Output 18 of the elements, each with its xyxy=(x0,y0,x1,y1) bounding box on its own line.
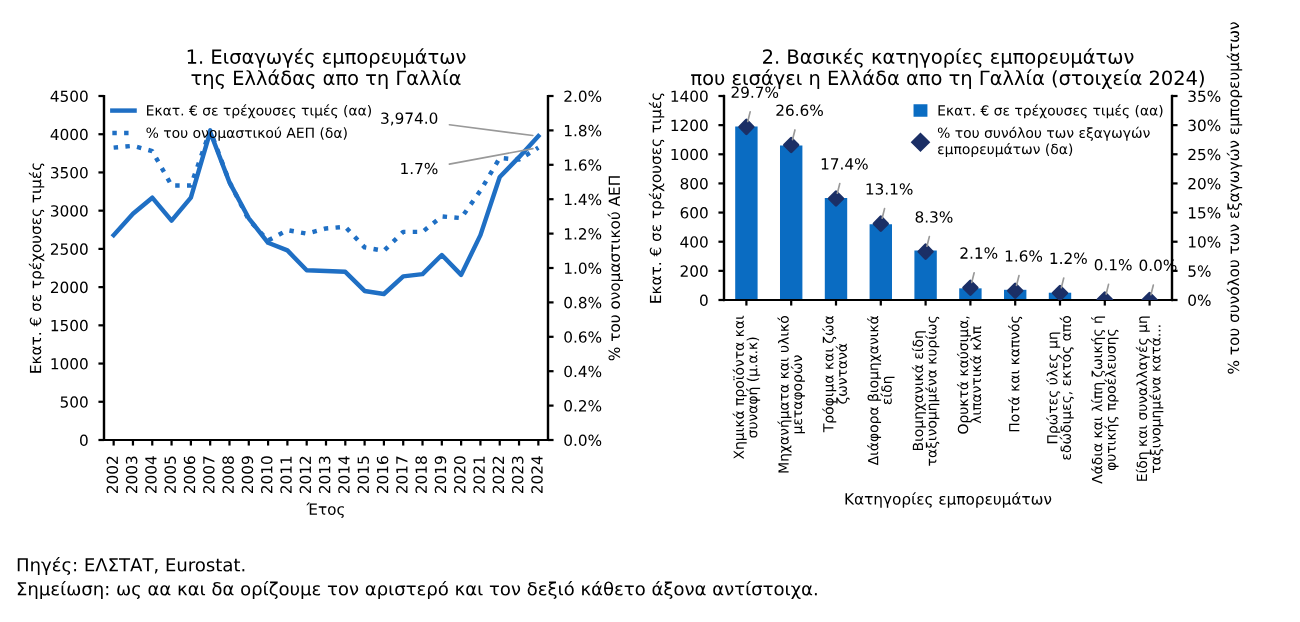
point xyxy=(827,190,845,207)
chart-title: 2. Βασικές κατηγορίες εμπορευμάτων που εισάγει η Ελλάδα απο τη Γαλλία (στοιχεία 2024) xyxy=(691,48,1204,89)
bar xyxy=(824,198,848,300)
bar xyxy=(914,250,937,300)
point xyxy=(1007,282,1024,299)
text: Πηγές: ΕΛΣΤΑΤ, Eurostat. xyxy=(17,556,245,576)
bar xyxy=(780,145,803,300)
point xyxy=(783,136,800,154)
bar xyxy=(735,126,758,300)
text: Σημείωση: ως αα και δα ορίζουμε τον αριστερό και τον δεξιό κάθετο άξονα αντίστοιχα. xyxy=(17,580,817,600)
point xyxy=(962,279,979,296)
point xyxy=(917,243,934,260)
point xyxy=(872,215,889,232)
point xyxy=(1051,284,1069,300)
bar xyxy=(869,224,892,300)
line-series xyxy=(111,129,541,297)
chart-title: 1. Εισαγωγές εμπορευμάτων της Ελλάδας απο τη Γαλλία xyxy=(187,48,466,89)
point xyxy=(738,118,755,136)
